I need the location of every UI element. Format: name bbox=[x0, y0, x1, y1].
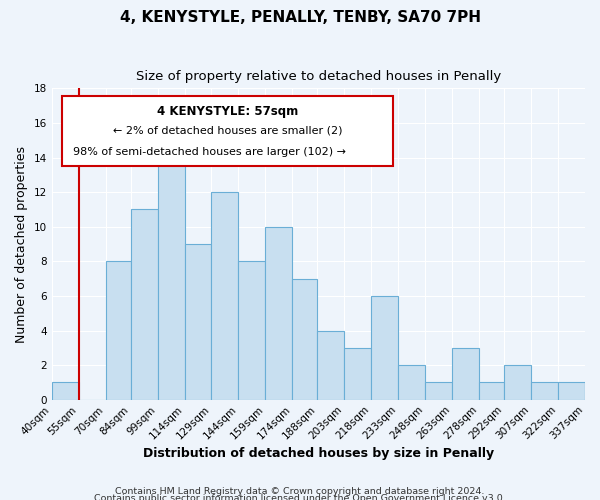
Bar bbox=[106, 262, 131, 400]
Bar bbox=[504, 365, 531, 400]
Text: 4 KENYSTYLE: 57sqm: 4 KENYSTYLE: 57sqm bbox=[157, 106, 298, 118]
Text: 4, KENYSTYLE, PENALLY, TENBY, SA70 7PH: 4, KENYSTYLE, PENALLY, TENBY, SA70 7PH bbox=[119, 10, 481, 25]
Bar bbox=[211, 192, 238, 400]
Bar bbox=[585, 382, 600, 400]
Text: Contains public sector information licensed under the Open Government Licence v3: Contains public sector information licen… bbox=[94, 494, 506, 500]
Bar bbox=[292, 278, 317, 400]
Bar bbox=[265, 226, 292, 400]
X-axis label: Distribution of detached houses by size in Penally: Distribution of detached houses by size … bbox=[143, 447, 494, 460]
Bar bbox=[158, 158, 185, 400]
Bar bbox=[371, 296, 398, 400]
Bar bbox=[531, 382, 558, 400]
Bar bbox=[238, 262, 265, 400]
Bar bbox=[344, 348, 371, 400]
Text: ← 2% of detached houses are smaller (2): ← 2% of detached houses are smaller (2) bbox=[113, 126, 343, 136]
Bar bbox=[452, 348, 479, 400]
Title: Size of property relative to detached houses in Penally: Size of property relative to detached ho… bbox=[136, 70, 501, 83]
Text: Contains HM Land Registry data © Crown copyright and database right 2024.: Contains HM Land Registry data © Crown c… bbox=[115, 487, 485, 496]
Bar bbox=[131, 210, 158, 400]
Bar bbox=[558, 382, 585, 400]
Bar bbox=[425, 382, 452, 400]
Bar bbox=[185, 244, 211, 400]
FancyBboxPatch shape bbox=[62, 96, 393, 166]
Bar bbox=[398, 365, 425, 400]
Text: 98% of semi-detached houses are larger (102) →: 98% of semi-detached houses are larger (… bbox=[73, 148, 346, 158]
Bar bbox=[479, 382, 504, 400]
Y-axis label: Number of detached properties: Number of detached properties bbox=[15, 146, 28, 342]
Bar bbox=[317, 330, 344, 400]
Bar bbox=[52, 382, 79, 400]
